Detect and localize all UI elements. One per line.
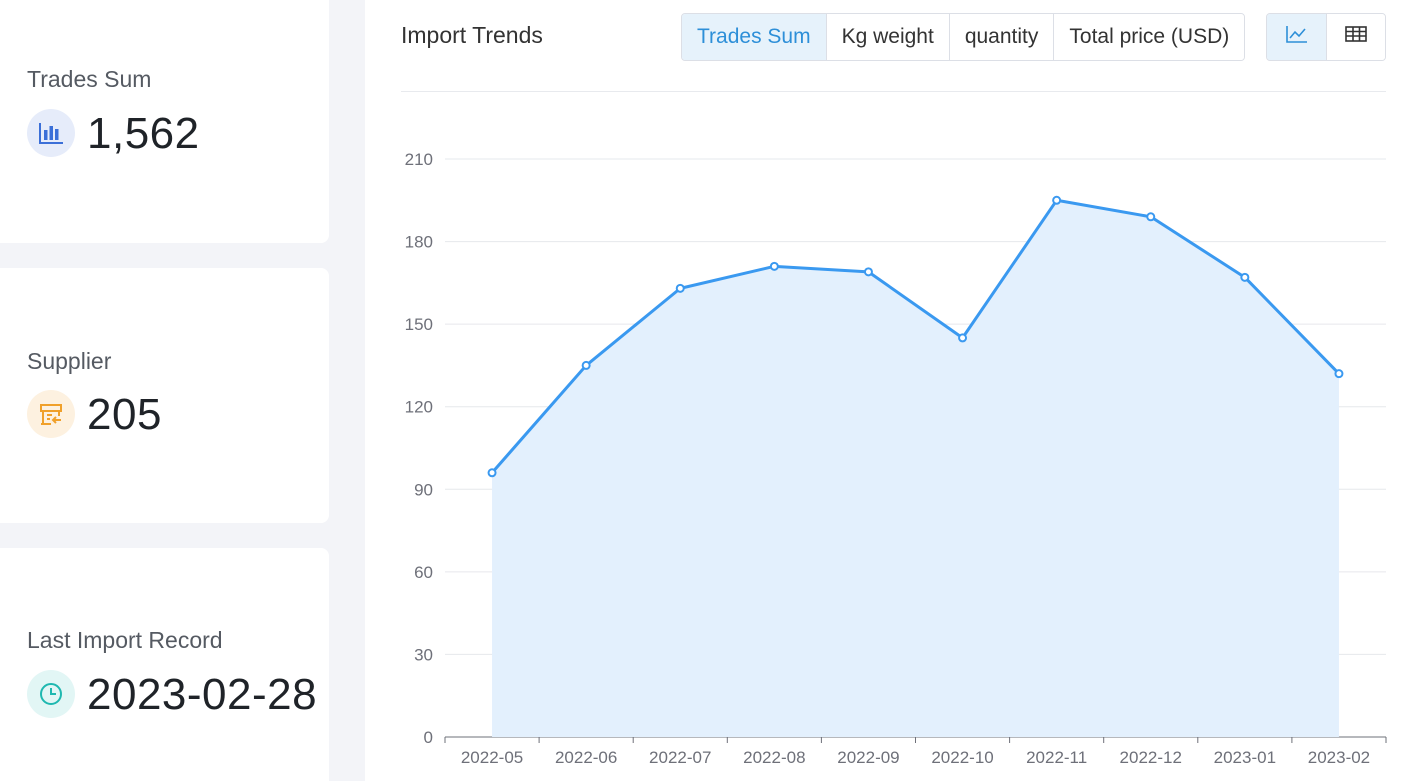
x-tick-label: 2023-01 (1214, 748, 1276, 767)
line-chart-view-button[interactable] (1267, 14, 1326, 60)
data-point (863, 267, 873, 277)
x-tick-label: 2022-08 (743, 748, 805, 767)
stat-card-last-import: Last Import Record 2023-02-28 (0, 548, 329, 781)
stat-card-trades-sum: Trades Sum 1,562 (0, 0, 329, 243)
data-point (487, 468, 497, 478)
table-icon (1345, 25, 1367, 49)
y-tick-label: 0 (424, 728, 433, 747)
stat-label: Supplier (27, 348, 112, 374)
series-line (490, 198, 1341, 474)
y-tick-label: 60 (414, 563, 433, 582)
data-point (675, 283, 685, 293)
data-point (958, 333, 968, 343)
import-trends-panel: Import Trends Trades Sum Kg weight quant… (365, 0, 1403, 781)
y-tick-label: 90 (414, 480, 433, 499)
x-tick-label: 2022-05 (461, 748, 523, 767)
data-point (581, 360, 591, 370)
data-point (1334, 369, 1344, 379)
supplier-store-icon (27, 390, 75, 438)
tab-total-price[interactable]: Total price (USD) (1053, 14, 1245, 60)
panel-title: Import Trends (401, 22, 543, 48)
bar-chart-icon (27, 109, 75, 157)
x-tick-label: 2022-12 (1120, 748, 1182, 767)
stat-value: 2023-02-28 (87, 670, 318, 719)
metric-tabs: Trades Sum Kg weight quantity Total pric… (681, 13, 1246, 61)
x-tick-label: 2022-07 (649, 748, 711, 767)
import-trends-chart: 0 30 60 90 120 150 180 210 2022-05 2022-06 2022-07… (405, 150, 1387, 767)
x-tick-label: 2022-11 (1026, 748, 1087, 767)
table-view-button[interactable] (1326, 14, 1385, 60)
y-tick-label: 180 (405, 233, 433, 252)
y-tick-label: 120 (405, 398, 433, 417)
stat-card-supplier: Supplier 205 (0, 268, 329, 523)
data-point (1146, 212, 1156, 222)
tab-kg-weight[interactable]: Kg weight (825, 14, 949, 60)
series-area (492, 200, 1339, 738)
x-tick-label: 2022-06 (555, 748, 617, 767)
tab-trades-sum[interactable]: Trades Sum (682, 14, 826, 60)
view-toggle (1266, 13, 1386, 61)
x-tick-label: 2022-10 (931, 748, 993, 767)
stat-label: Last Import Record (27, 627, 223, 653)
stat-label: Trades Sum (27, 66, 152, 92)
x-tick-label: 2022-09 (837, 748, 899, 767)
stat-value: 205 (87, 390, 162, 439)
data-point (1052, 195, 1062, 205)
y-tick-label: 150 (405, 315, 433, 334)
y-tick-label: 30 (414, 645, 433, 664)
y-tick-label: 210 (405, 150, 433, 169)
stat-value: 1,562 (87, 109, 200, 158)
data-point (1240, 272, 1250, 282)
panel-divider (401, 91, 1386, 92)
x-tick-label: 2023-02 (1308, 748, 1370, 767)
clock-icon (27, 670, 75, 718)
line-chart-icon (1285, 25, 1308, 49)
tab-quantity[interactable]: quantity (948, 14, 1054, 60)
data-point (769, 261, 779, 271)
